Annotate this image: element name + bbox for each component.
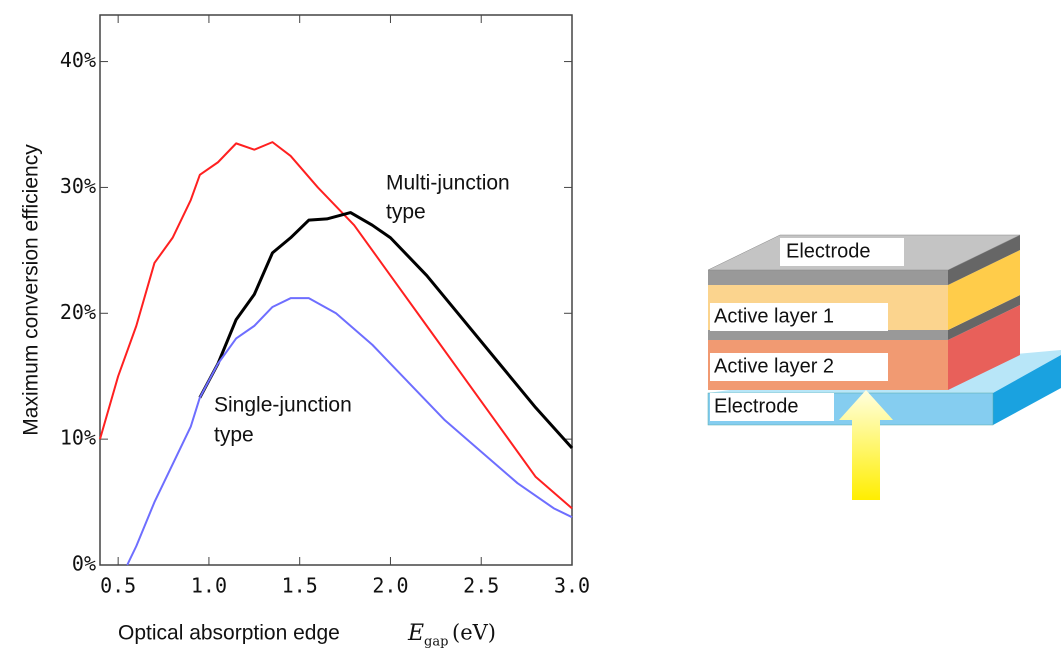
y-axis-label: Maximum conversion efficiency [20, 144, 43, 436]
y-tick-label: 40% [60, 48, 96, 72]
layer-label: Electrode [786, 240, 871, 262]
series-line [198, 211, 574, 449]
active-layer-2-side [948, 305, 1020, 390]
annotation: Single-junction [214, 394, 352, 417]
layer-label: Active layer 1 [714, 305, 834, 327]
plot: 0% 10% 20% 30% 40% 0.5 1.0 1.5 2.0 2.5 3.0 [60, 15, 590, 598]
x-axis-label: Optical absorption edge [118, 622, 340, 645]
layer-label: Active layer 2 [714, 355, 834, 377]
x-tick-label: 3.0 [554, 574, 590, 598]
layer-label: Electrode [714, 395, 799, 417]
series-line [99, 141, 573, 510]
annotation: Multi-junction [386, 172, 510, 195]
device-diagram: Electrode Active layer 1 Active layer 2 … [707, 234, 1061, 500]
y-tick-label: 0% [72, 552, 96, 576]
x-axis-subscript: gap [424, 635, 448, 650]
x-tick-label: 1.5 [282, 574, 318, 598]
top-electrode-side [948, 235, 1020, 285]
active-layer-1-side [948, 250, 1020, 330]
label-box [710, 303, 888, 331]
y-tick-label: 10% [60, 426, 96, 450]
annotation: type [386, 201, 426, 224]
y-tick-label: 20% [60, 300, 96, 324]
separator-side [948, 295, 1020, 340]
light-arrow [839, 390, 893, 500]
x-tick-label: 2.5 [463, 574, 499, 598]
series-line [126, 297, 573, 566]
bottom-side [993, 355, 1061, 425]
y-tick-label: 30% [60, 174, 96, 198]
x-tick-label: 2.0 [372, 574, 408, 598]
x-tick-label: 1.0 [191, 574, 227, 598]
top-electrode [708, 270, 948, 285]
annotation: type [214, 424, 254, 447]
label-box [710, 393, 834, 421]
x-tick-label: 0.5 [100, 574, 136, 598]
x-axis-symbol: E [407, 621, 424, 646]
label-box [710, 353, 888, 381]
x-axis-unit: (eV) [452, 621, 496, 645]
separator [708, 330, 948, 340]
label-box [780, 238, 904, 266]
plot-frame [99, 14, 573, 566]
